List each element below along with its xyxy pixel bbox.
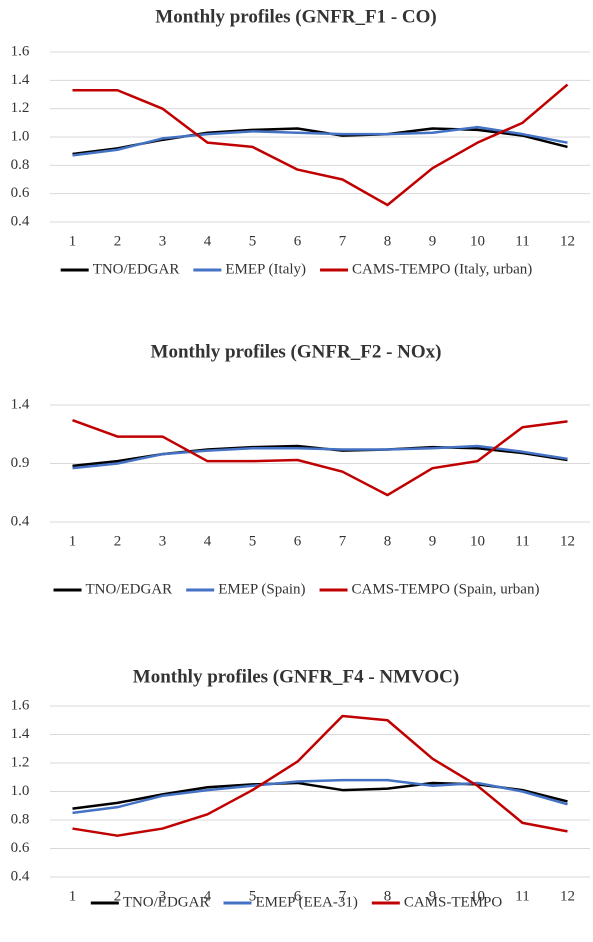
x-tick-label: 10 [470,888,485,904]
x-tick-label: 2 [114,888,122,904]
x-tick-label: 2 [114,233,122,249]
chart-title: Monthly profiles (GNFR_F2 - NOx) [151,341,442,362]
y-tick-label: 1.2 [11,754,30,770]
x-tick-label: 7 [339,233,347,249]
series-line [72,714,568,837]
x-tick-label: 11 [515,233,529,249]
x-tick-label: 1 [69,233,77,249]
y-tick-label: 1.4 [11,726,30,742]
x-tick-label: 4 [204,233,212,249]
series-line [72,419,568,497]
y-tick-label: 0.8 [11,811,30,827]
series-line [72,125,568,157]
x-tick-label: 7 [339,533,347,549]
x-tick-label: 3 [159,233,167,249]
x-tick-label: 2 [114,533,122,549]
x-tick-label: 6 [294,533,302,549]
y-tick-label: 1.2 [11,100,30,116]
x-tick-label: 9 [429,888,437,904]
x-tick-label: 1 [69,533,77,549]
legend-label: EMEP (Spain) [218,581,305,597]
y-tick-label: 1.4 [11,396,30,412]
y-tick-label: 1.4 [11,72,30,88]
x-tick-label: 3 [159,888,167,904]
y-tick-label: 0.6 [11,840,30,856]
legend-label: TNO/EDGAR [93,261,180,277]
y-tick-label: 1.0 [11,783,30,799]
y-tick-label: 0.4 [11,513,30,529]
x-tick-label: 5 [249,888,257,904]
x-tick-label: 4 [204,533,212,549]
x-tick-label: 7 [339,888,347,904]
x-tick-label: 6 [294,233,302,249]
chart-title: Monthly profiles (GNFR_F4 - NMVOC) [133,666,459,687]
chart-title: Monthly profiles (GNFR_F1 - CO) [155,6,436,27]
y-tick-label: 0.9 [11,455,30,471]
x-tick-label: 12 [560,533,575,549]
legend-label: TNO/EDGAR [123,894,210,910]
legend-label: CAMS-TEMPO [404,894,503,910]
series-line [72,778,568,815]
series-line [72,83,569,207]
x-tick-label: 4 [204,888,212,904]
legend-label: CAMS-TEMPO (Italy, urban) [352,261,532,277]
x-tick-label: 12 [560,888,575,904]
y-tick-label: 1.6 [11,697,30,713]
legend-label: EMEP (Italy) [225,261,306,277]
x-tick-label: 10 [470,533,485,549]
y-tick-label: 0.4 [11,213,30,229]
x-tick-label: 5 [249,533,257,549]
x-tick-label: 9 [429,233,437,249]
y-tick-label: 1.6 [11,43,30,59]
legend-label: EMEP (EEA-31) [255,894,357,910]
x-tick-label: 10 [470,233,485,249]
x-tick-label: 3 [159,533,167,549]
y-tick-label: 0.6 [11,185,30,201]
y-tick-label: 0.8 [11,157,30,173]
x-tick-label: 11 [515,533,529,549]
x-tick-label: 9 [429,533,437,549]
x-tick-label: 11 [515,888,529,904]
legend-label: CAMS-TEMPO (Spain, urban) [352,581,540,597]
x-tick-label: 8 [384,888,392,904]
x-tick-label: 1 [69,888,77,904]
legend-label: TNO/EDGAR [86,581,173,597]
x-tick-label: 12 [560,233,575,249]
x-tick-label: 6 [294,888,302,904]
x-tick-label: 5 [249,233,257,249]
y-tick-label: 1.0 [11,128,30,144]
x-tick-label: 8 [384,233,392,249]
y-tick-label: 0.4 [11,868,30,884]
x-tick-label: 8 [384,533,392,549]
series-line [72,444,568,470]
